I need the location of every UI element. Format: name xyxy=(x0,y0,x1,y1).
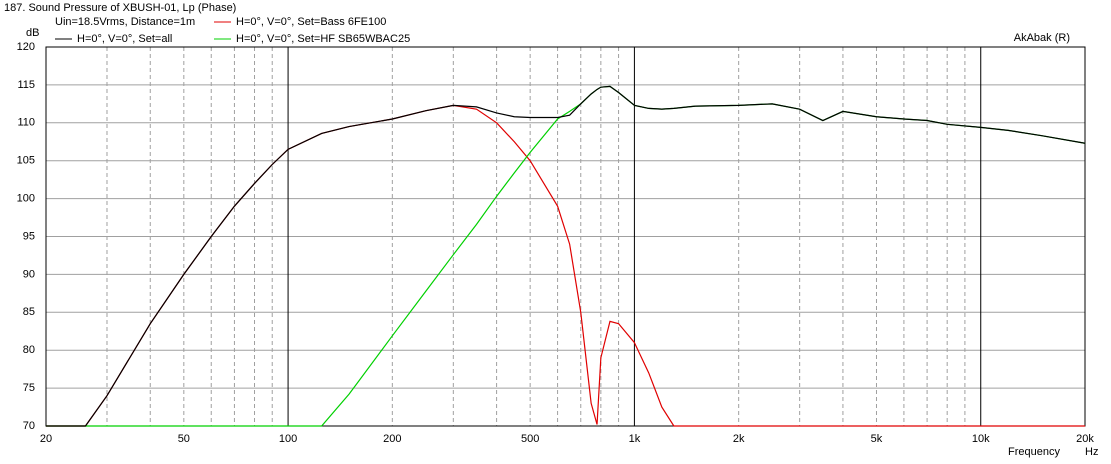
y-tick-label: 115 xyxy=(17,79,35,91)
y-tick-label: 75 xyxy=(23,382,35,394)
y-tick-label: 105 xyxy=(17,155,35,167)
x-tick-label: 200 xyxy=(383,433,401,445)
x-tick-label: 50 xyxy=(178,433,190,445)
y-tick-label: 90 xyxy=(23,268,35,280)
x-axis-unit: Hz xyxy=(1085,446,1098,458)
y-tick-label: 120 xyxy=(17,41,35,53)
x-tick-label: 5k xyxy=(871,433,883,445)
series-line xyxy=(46,85,1086,427)
y-tick-label: 85 xyxy=(23,306,35,318)
y-tick-label: 80 xyxy=(23,344,35,356)
y-tick-label: 95 xyxy=(23,230,35,242)
series-line xyxy=(46,104,1085,427)
x-tick-label: 1k xyxy=(629,433,641,445)
plot-frame xyxy=(45,46,1086,427)
x-tick-label: 20 xyxy=(40,433,52,445)
annotation: AkAbak (R) xyxy=(1014,32,1070,44)
legend-label: H=0°, V=0°, Set=HF SB65WBAC25 xyxy=(236,33,410,45)
x-tick-label: 20k xyxy=(1076,433,1094,445)
x-axis-label: Frequency xyxy=(1008,446,1060,458)
y-axis-label: dB xyxy=(26,27,39,39)
y-tick-label: 70 xyxy=(23,420,35,432)
legend-label: H=0°, V=0°, Set=Bass 6FE100 xyxy=(236,16,386,28)
series-line xyxy=(46,85,1086,427)
x-tick-label: 100 xyxy=(279,433,297,445)
x-tick-label: 500 xyxy=(521,433,539,445)
x-tick-label: 10k xyxy=(972,433,990,445)
chart-subtitle: Uin=18.5Vrms, Distance=1m xyxy=(55,16,195,28)
y-tick-label: 100 xyxy=(17,193,35,205)
y-tick-label: 110 xyxy=(17,117,35,129)
chart-title: 187. Sound Pressure of XBUSH-01, Lp (Pha… xyxy=(4,2,236,14)
x-tick-label: 2k xyxy=(733,433,745,445)
legend-label: H=0°, V=0°, Set=all xyxy=(77,33,172,45)
